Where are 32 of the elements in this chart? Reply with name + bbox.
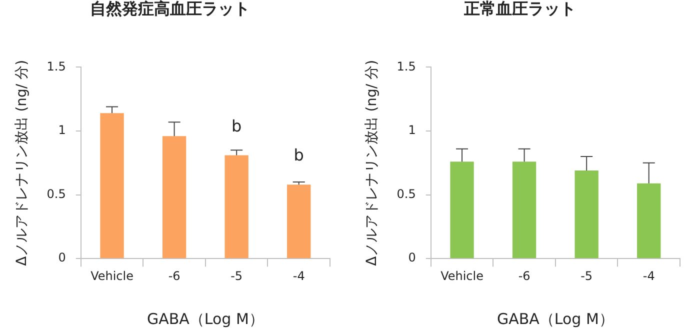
x-tick-label: -4 (292, 268, 305, 283)
bar (224, 155, 248, 258)
x-tick-label: Vehicle (440, 268, 484, 283)
y-tick-label: 0.5 (396, 186, 416, 201)
y-axis-title: Δノルアドレナリン放出 (ng/ 分) (364, 60, 380, 266)
annotation: b (232, 116, 242, 136)
y-tick-label: 1 (408, 123, 416, 138)
bar (450, 162, 474, 258)
x-tick-label: -4 (642, 268, 655, 283)
y-tick-label: 0.5 (46, 186, 66, 201)
y-tick-label: 1.5 (46, 59, 66, 74)
bar (162, 136, 186, 258)
x-tick-label: -5 (580, 268, 593, 283)
x-tick-label: Vehicle (90, 268, 134, 283)
y-tick-label: 0 (408, 250, 416, 265)
bar (574, 170, 598, 258)
bar (287, 184, 311, 258)
bar (637, 183, 661, 258)
chart-title: 正常血圧ラット (463, 0, 576, 18)
chart-title: 自然発症高血圧ラット (90, 0, 250, 18)
x-axis-title: GABA（Log M） (146, 310, 264, 328)
y-tick-label: 1 (58, 123, 66, 138)
x-axis-title: GABA（Log M） (496, 310, 614, 328)
bar (100, 113, 124, 258)
x-tick-label: -5 (230, 268, 243, 283)
y-tick-label: 1.5 (396, 59, 416, 74)
y-axis-title: Δノルアドレナリン放出 (ng/ 分) (14, 60, 30, 266)
x-tick-label: -6 (518, 268, 530, 283)
bar (512, 162, 536, 258)
annotation: b (294, 146, 304, 165)
x-tick-label: -6 (168, 268, 180, 283)
y-tick-label: 0 (58, 250, 66, 265)
